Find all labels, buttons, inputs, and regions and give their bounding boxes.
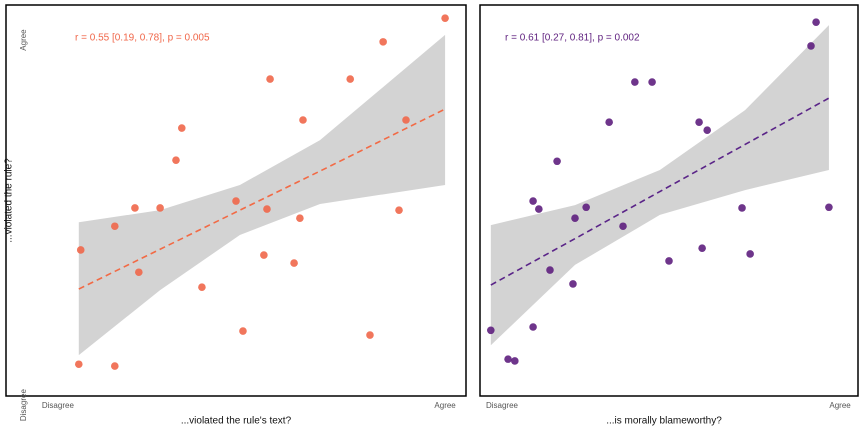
point	[825, 203, 833, 212]
point	[529, 197, 537, 205]
point	[619, 222, 627, 231]
point	[665, 257, 673, 265]
point	[239, 327, 247, 335]
point	[366, 331, 374, 339]
x-axis-title: ...violated the rule's text?	[181, 416, 292, 427]
x-axis-title: ...is morally blameworthy?	[606, 416, 722, 427]
point	[131, 204, 139, 212]
point	[156, 204, 164, 212]
point	[263, 205, 271, 213]
panel-border	[479, 4, 859, 397]
point	[111, 222, 119, 231]
point	[74, 360, 83, 369]
confidence-band	[490, 25, 829, 346]
y-axis-title: ...violated the rule?	[4, 158, 15, 243]
point	[395, 206, 403, 214]
point	[569, 280, 577, 288]
point	[260, 251, 268, 259]
point	[738, 204, 746, 212]
panel: r = 0.55 [0.19, 0.78], p = 0.005 Disagree…	[4, 4, 467, 427]
point	[605, 118, 613, 126]
point	[695, 118, 703, 126]
point	[546, 266, 554, 274]
annotation: r = 0.55 [0.19, 0.78], p = 0.005	[75, 33, 210, 44]
point	[402, 116, 410, 124]
point	[290, 259, 298, 267]
point	[76, 246, 85, 254]
point	[511, 357, 519, 365]
point	[571, 214, 579, 223]
point	[582, 203, 590, 212]
point	[172, 156, 180, 164]
point	[529, 323, 537, 331]
fit-line	[490, 97, 830, 286]
point	[504, 355, 512, 363]
point	[807, 42, 815, 50]
x-tick-label: Disagree	[486, 401, 519, 410]
point	[746, 250, 754, 258]
y-tick-label: Agree	[19, 29, 28, 51]
point	[487, 326, 495, 335]
point	[296, 214, 304, 223]
panel: r = 0.61 [0.27, 0.81], p = 0.002 Disagree…	[479, 4, 859, 427]
point	[266, 75, 274, 83]
annotation: r = 0.61 [0.27, 0.81], p = 0.002	[505, 33, 640, 44]
point	[535, 205, 543, 213]
confidence-band	[78, 34, 446, 356]
point	[111, 362, 119, 370]
point	[198, 283, 206, 292]
fit-line	[78, 108, 446, 290]
point	[553, 157, 561, 166]
point	[812, 18, 820, 26]
point	[648, 78, 656, 86]
point	[299, 116, 307, 124]
x-tick-label: Disagree	[42, 401, 75, 410]
point	[703, 126, 712, 135]
point	[135, 268, 143, 277]
point	[232, 197, 240, 205]
panel-border	[5, 4, 467, 397]
x-tick-label: Agree	[434, 401, 456, 410]
point	[441, 14, 449, 22]
point	[698, 244, 706, 252]
point	[177, 124, 186, 132]
x-tick-label: Agree	[829, 401, 851, 410]
point	[631, 78, 639, 86]
point	[379, 38, 387, 46]
y-tick-label: Disagree	[19, 389, 28, 422]
point	[346, 75, 355, 83]
